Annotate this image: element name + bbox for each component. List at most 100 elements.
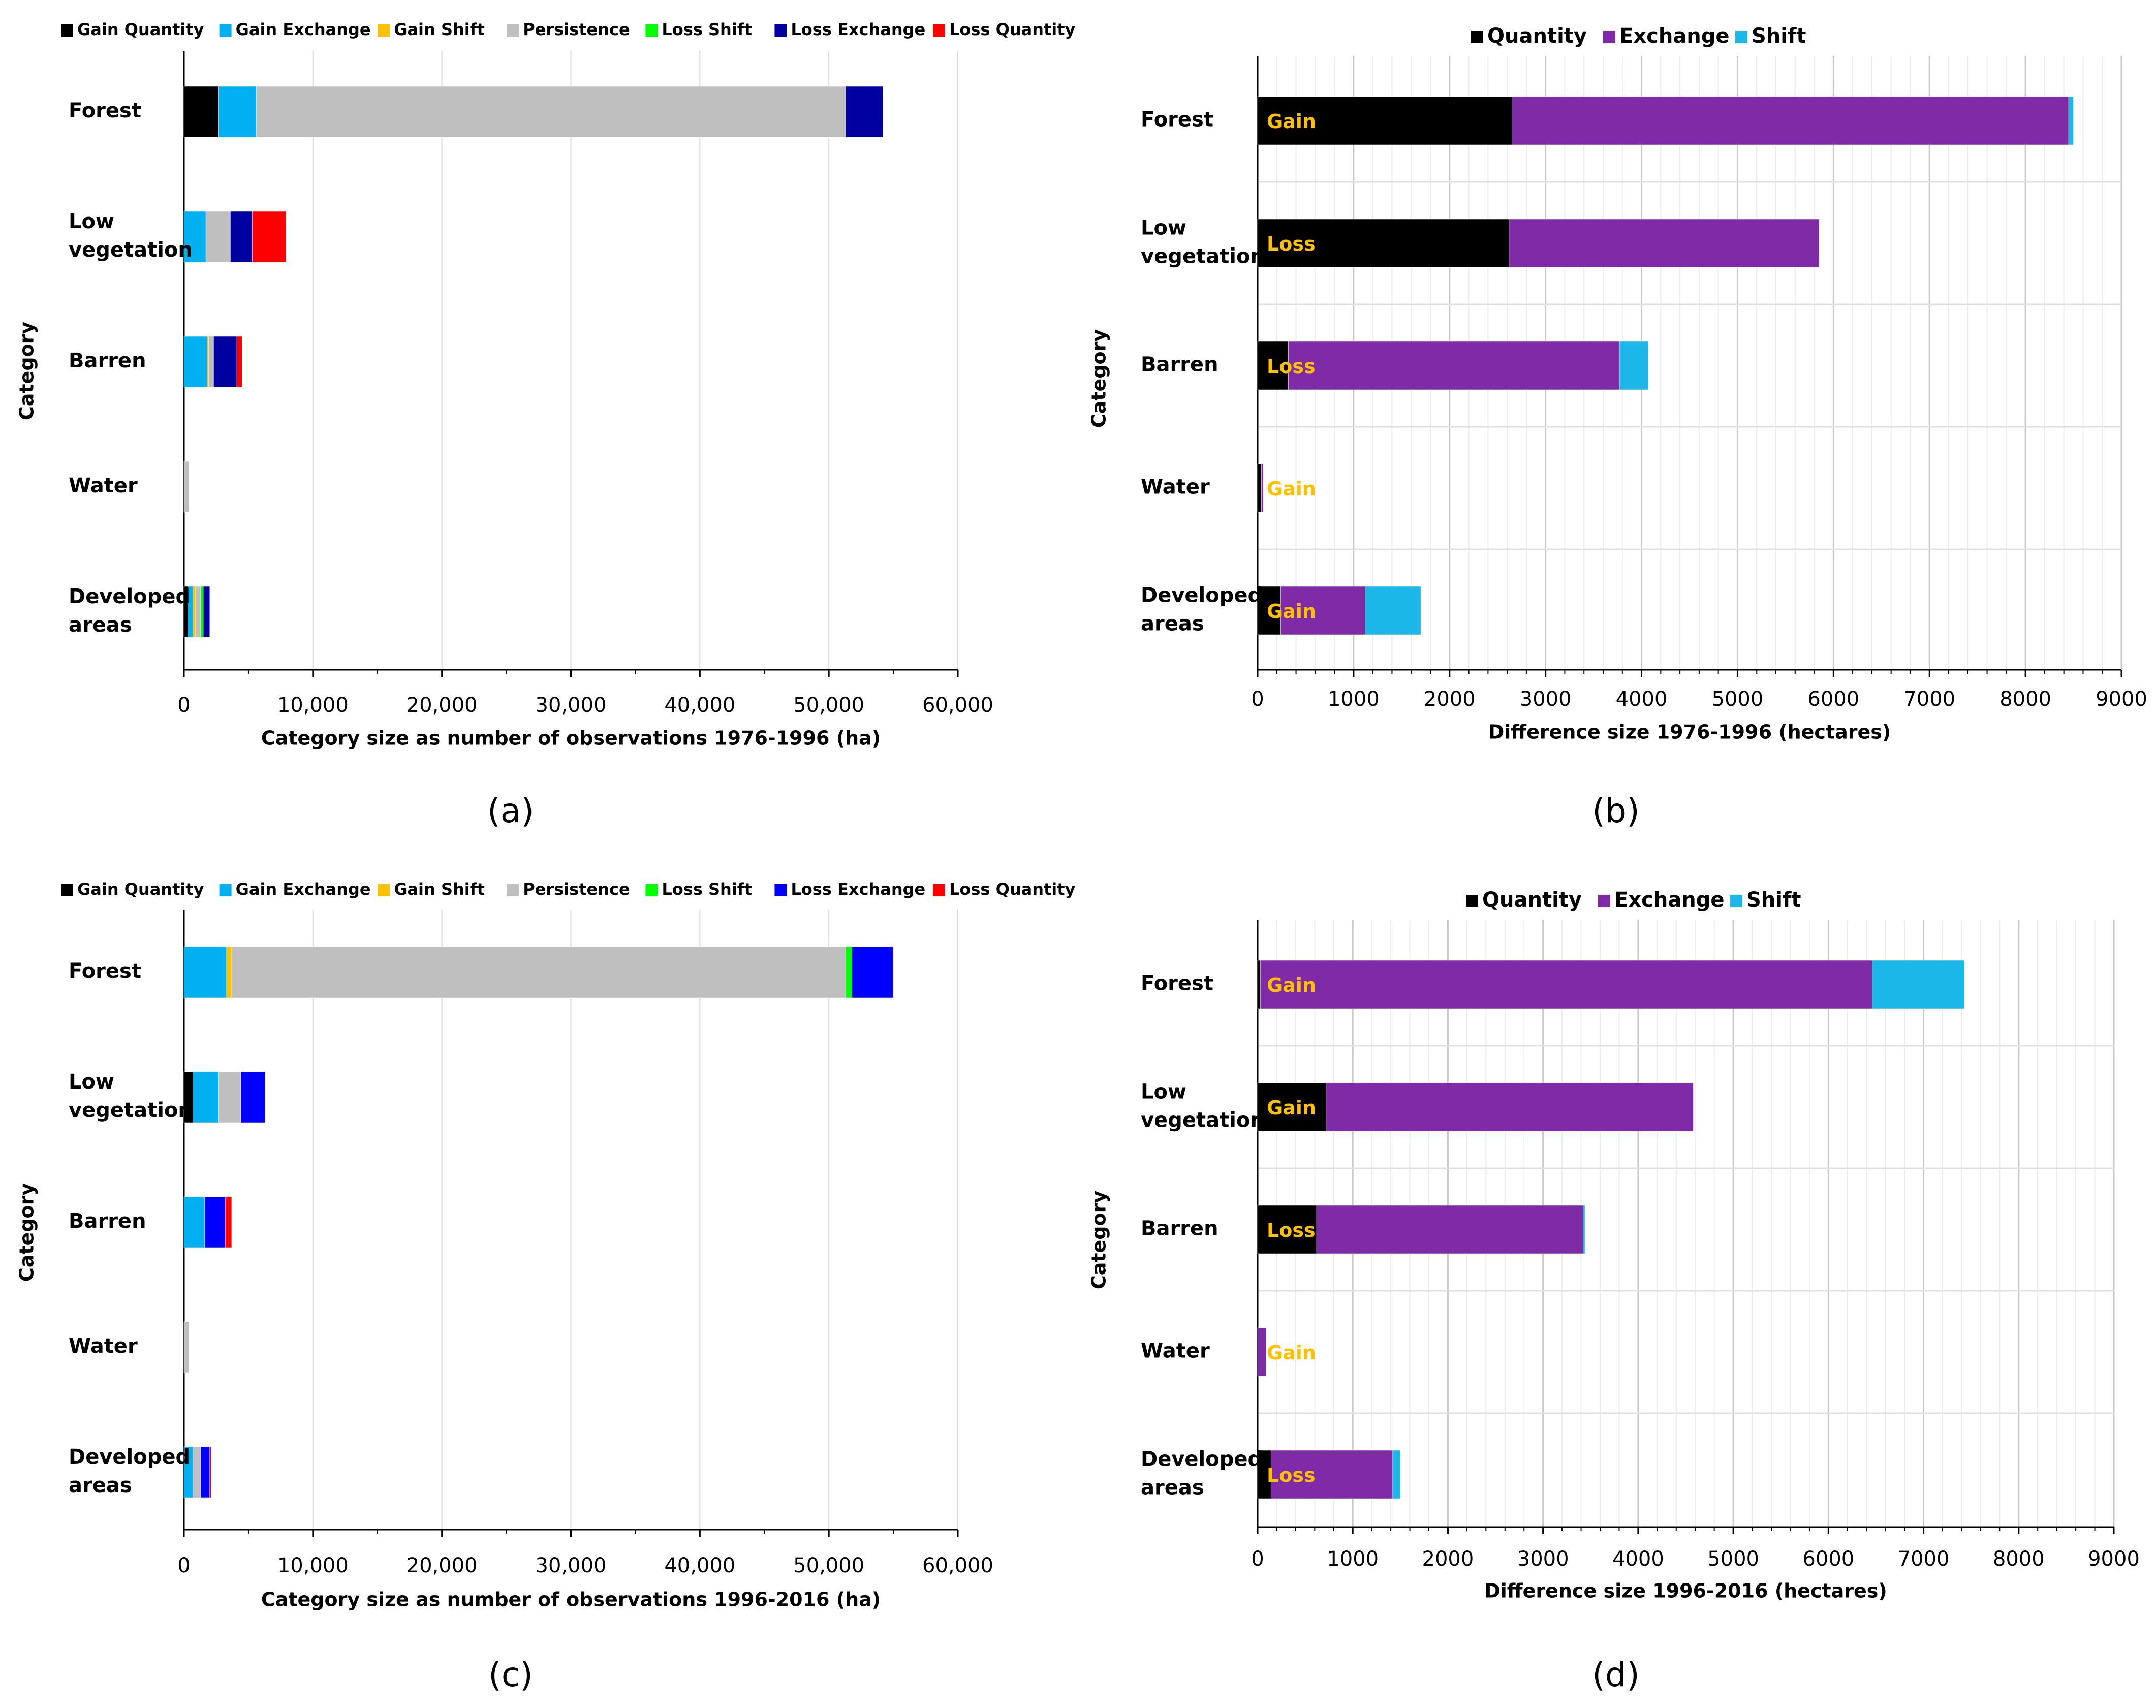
category-label: Forest	[1141, 972, 1213, 996]
bar-forest-shift	[2068, 96, 2074, 145]
bar-forest-exchange	[1512, 96, 2069, 145]
legend-swatch	[645, 24, 658, 37]
x-tick-label: 4000	[1616, 688, 1668, 711]
x-tick-label: 20,000	[407, 694, 478, 717]
gridlines	[1258, 56, 2122, 670]
x-tick-label: 5000	[1707, 1547, 1759, 1571]
bar-low-vegetation-persistence	[205, 211, 231, 263]
category-label: areas	[69, 1474, 132, 1497]
x-tick-label: 0	[1251, 1547, 1264, 1571]
legend-swatch	[219, 884, 232, 896]
category-label: Barren	[69, 349, 146, 372]
category-label: Developed	[69, 1445, 190, 1469]
x-tick-label: 3000	[1517, 1547, 1569, 1571]
bar-developed-areas-gain-shift	[193, 586, 196, 638]
x-tick-label: 4000	[1612, 1547, 1664, 1571]
x-tick-label: 10,000	[277, 1554, 349, 1577]
category-label: Water	[1141, 476, 1210, 499]
x-tick-label: 40,000	[664, 1554, 735, 1577]
category-label: vegetation	[69, 238, 193, 262]
legend-entry: Gain Quantity	[77, 20, 204, 39]
bars	[183, 86, 884, 638]
x-tick-label: 1000	[1327, 1547, 1379, 1571]
bar-forest-persistence	[256, 86, 846, 138]
category-label: vegetation	[69, 1099, 193, 1122]
x-tick-label: 9000	[2096, 688, 2147, 711]
bar-low-vegetation-loss-quantity	[252, 211, 286, 263]
bar-annotation: Gain	[1267, 974, 1316, 997]
bar-annotation: Loss	[1267, 1219, 1316, 1241]
panel-label: (d)	[1592, 1655, 1639, 1694]
x-tick-label: 30,000	[536, 1554, 607, 1577]
x-tick-label: 0	[177, 1554, 190, 1577]
category-label: Developed	[69, 585, 190, 608]
bar-developed-areas-persistence	[195, 586, 201, 638]
x-tick-label: 60,000	[922, 1554, 993, 1577]
bar-annotation: Gain	[1267, 478, 1316, 500]
bar-forest-shift	[1872, 960, 1965, 1009]
legend-swatch	[645, 884, 658, 896]
legend-entry: Persistence	[523, 880, 630, 899]
category-label: vegetation	[1141, 245, 1265, 268]
bar-forest-loss-exchange	[845, 86, 884, 138]
category-label: Developed	[1141, 584, 1262, 607]
bar-barren-gain-shift	[207, 336, 209, 388]
x-tick-label: 40,000	[664, 694, 735, 717]
bar-annotation: Loss	[1267, 233, 1316, 255]
legend-swatch	[378, 24, 390, 37]
legend-swatch	[61, 884, 73, 896]
legend-entry: Gain Quantity	[77, 880, 204, 899]
category-label: Low	[69, 210, 114, 233]
x-tick-label: 7000	[1903, 688, 1955, 711]
bars	[1257, 960, 1965, 1499]
panel-label: (a)	[487, 791, 534, 830]
legend-swatch	[61, 24, 73, 37]
bar-forest-loss-exchange	[852, 946, 894, 998]
gridlines	[312, 51, 958, 670]
x-tick-label: 6000	[1802, 1547, 1854, 1571]
bar-forest-loss-shift	[845, 946, 853, 998]
bar-annotation: Gain	[1267, 1097, 1316, 1119]
legend-swatch	[774, 884, 787, 896]
category-label: Low	[69, 1070, 114, 1094]
x-axis-ticks: 0 1000 2000 3000 4000 5000 6000 7000 8000 9000	[1251, 670, 2147, 711]
bar-annotation: Gain	[1267, 600, 1316, 623]
category-label: vegetation	[1141, 1109, 1265, 1132]
legend-entry: Gain Exchange	[236, 20, 371, 39]
legend-swatch	[1730, 895, 1742, 907]
legend-entry: Quantity	[1482, 888, 1582, 912]
legend-entry: Gain Exchange	[236, 880, 371, 899]
x-axis-title: Difference size 1976-1996 (hectares)	[1488, 721, 1891, 743]
x-axis-ticks: 0 10,000 20,000 30,000 40,000 50,000 60,000	[177, 1530, 993, 1577]
legend: Quantity Exchange Shift	[1466, 888, 1801, 912]
legend-swatch	[1471, 31, 1483, 43]
legend: Gain Quantity Gain Exchange Gain Shift Pers…	[61, 880, 1076, 899]
category-label: Forest	[1141, 108, 1213, 132]
bar-barren-gain-exchange	[183, 336, 207, 388]
x-tick-label: 0	[1251, 688, 1264, 711]
bar-forest-gain-quantity	[183, 86, 219, 138]
x-tick-label: 9000	[2088, 1547, 2140, 1571]
category-label: Forest	[69, 959, 141, 983]
legend-entry: Gain Shift	[394, 20, 485, 39]
bar-developed-areas-shift	[1392, 1450, 1401, 1499]
bar-forest-quantity	[1257, 960, 1261, 1009]
x-tick-label: 60,000	[922, 694, 993, 717]
gridlines	[312, 910, 958, 1530]
x-axis-title: Difference size 1996-2016 (hectares)	[1484, 1580, 1887, 1602]
x-tick-label: 50,000	[793, 694, 864, 717]
bar-developed-areas-exchange	[1280, 586, 1365, 635]
chart-panel-a: 0 10,000 20,000 30,000 40,000 50,000 60,000 Cat…	[16, 20, 1076, 830]
y-axis-title: Category	[1088, 329, 1110, 428]
legend-entry: Gain Shift	[394, 880, 485, 899]
x-axis-ticks: 0 10,000 20,000 30,000 40,000 50,000 60,000	[177, 670, 993, 717]
category-label: areas	[69, 613, 132, 637]
category-label: Water	[69, 474, 138, 498]
legend-entry: Loss Shift	[662, 880, 752, 899]
category-label: Water	[69, 1334, 138, 1358]
legend-swatch	[774, 24, 787, 37]
legend-entry: Quantity	[1487, 24, 1587, 48]
legend-entry: Exchange	[1619, 24, 1730, 48]
bar-water-persistence	[183, 461, 190, 513]
